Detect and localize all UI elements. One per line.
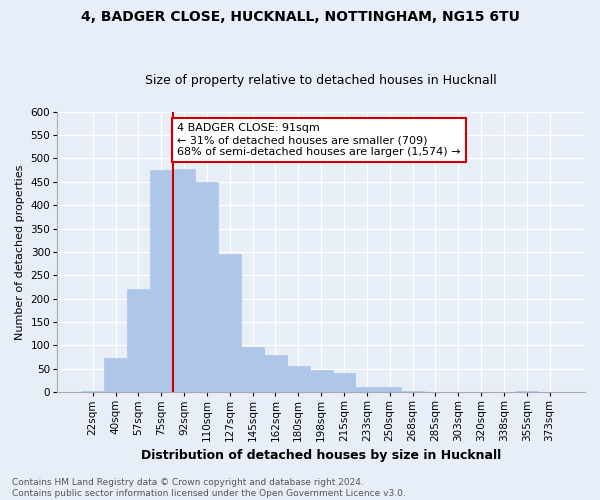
Text: 4 BADGER CLOSE: 91sqm
← 31% of detached houses are smaller (709)
68% of semi-det: 4 BADGER CLOSE: 91sqm ← 31% of detached …: [177, 124, 461, 156]
Bar: [515, 390, 538, 392]
Title: Size of property relative to detached houses in Hucknall: Size of property relative to detached ho…: [145, 74, 497, 87]
Bar: [218, 254, 241, 392]
Bar: [104, 358, 127, 392]
Bar: [150, 170, 173, 392]
X-axis label: Distribution of detached houses by size in Hucknall: Distribution of detached houses by size …: [141, 450, 501, 462]
Text: Contains HM Land Registry data © Crown copyright and database right 2024.
Contai: Contains HM Land Registry data © Crown c…: [12, 478, 406, 498]
Bar: [81, 390, 104, 392]
Bar: [287, 366, 310, 392]
Bar: [196, 182, 218, 392]
Bar: [355, 388, 378, 392]
Bar: [378, 388, 401, 392]
Bar: [310, 370, 332, 392]
Bar: [173, 169, 196, 392]
Bar: [127, 290, 150, 392]
Bar: [332, 374, 355, 392]
Bar: [264, 354, 287, 392]
Bar: [241, 347, 264, 392]
Text: 4, BADGER CLOSE, HUCKNALL, NOTTINGHAM, NG15 6TU: 4, BADGER CLOSE, HUCKNALL, NOTTINGHAM, N…: [80, 10, 520, 24]
Bar: [401, 390, 424, 392]
Y-axis label: Number of detached properties: Number of detached properties: [15, 164, 25, 340]
